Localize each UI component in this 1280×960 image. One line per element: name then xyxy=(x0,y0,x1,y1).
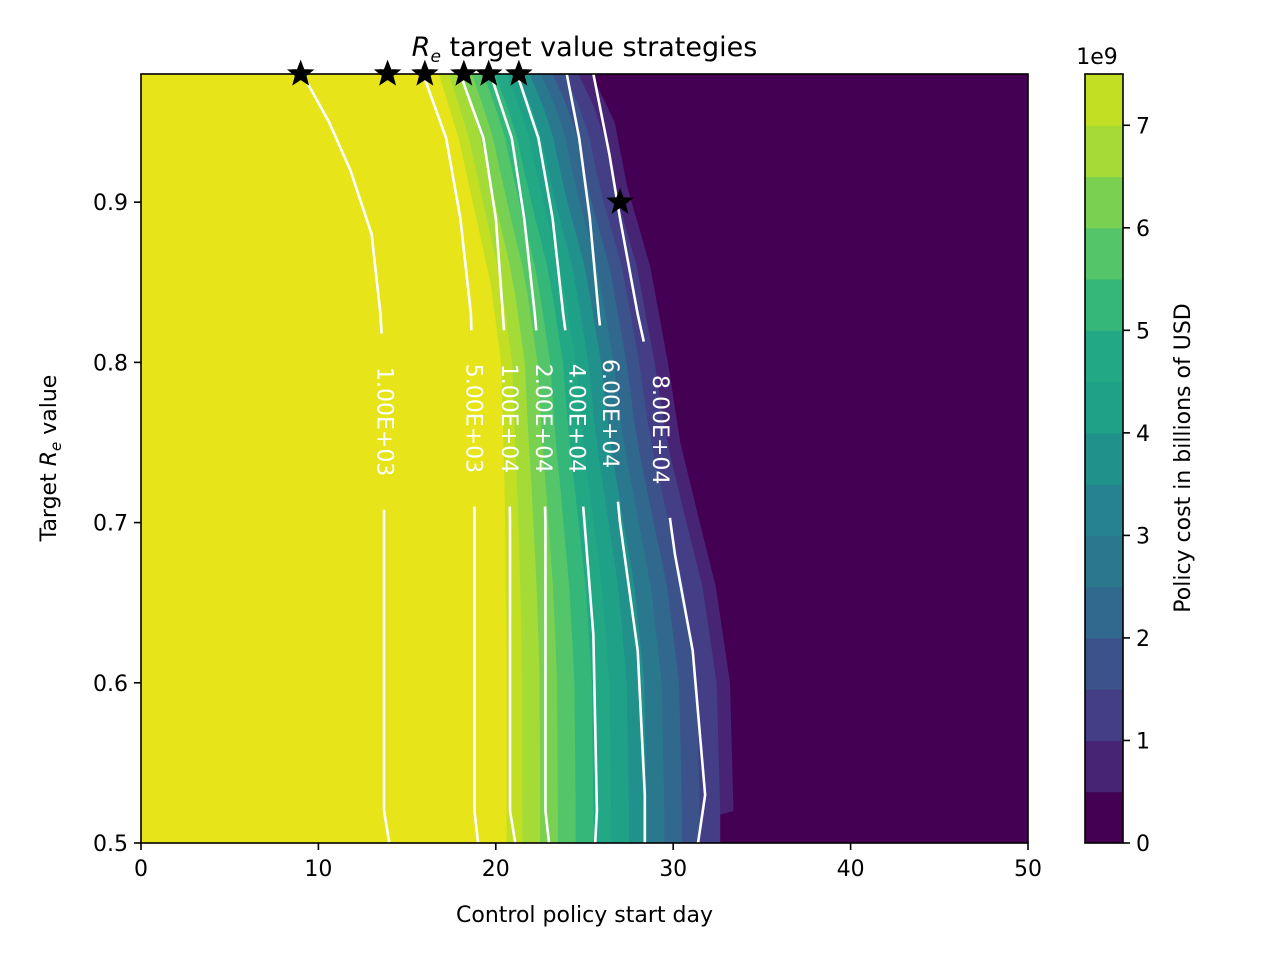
colorbar-band xyxy=(1085,740,1123,793)
transition-band xyxy=(460,74,561,843)
colorbar-band xyxy=(1085,279,1123,331)
transition-band xyxy=(517,74,650,843)
transition-band xyxy=(494,74,614,843)
contour-line xyxy=(543,506,551,843)
colorbar-frame xyxy=(1084,73,1124,844)
colorbar-band xyxy=(1085,586,1123,639)
transition-band xyxy=(552,74,703,843)
y-tick-label: 0.9 xyxy=(93,191,128,216)
contour-label: 1.00E+04 xyxy=(496,364,521,473)
colorbar-offset-text: 1e9 xyxy=(1076,45,1118,70)
colorbar-band xyxy=(1085,330,1123,383)
colorbar-tick-label: 3 xyxy=(1136,524,1150,549)
x-tick-label: 30 xyxy=(659,857,687,882)
contour-lines xyxy=(301,74,707,843)
chart-title: Re target value strategies xyxy=(412,32,758,67)
contour-line xyxy=(489,74,538,331)
high-cost-region xyxy=(141,74,507,843)
star-marker xyxy=(505,59,533,86)
colorbar-band xyxy=(1085,689,1123,741)
colorbar-band xyxy=(1085,176,1123,229)
colorbar-band xyxy=(1085,227,1123,280)
y-tick-label: 0.7 xyxy=(93,512,128,537)
contour-label: 4.00E+04 xyxy=(563,364,588,473)
colorbar-tick-label: 0 xyxy=(1136,832,1150,857)
transition-band xyxy=(564,74,721,843)
star-marker xyxy=(286,59,315,86)
y-tick-label: 0.6 xyxy=(93,672,128,697)
colorbar-tick-label: 4 xyxy=(1136,422,1150,447)
star-marker xyxy=(450,59,478,86)
contour-line xyxy=(508,506,517,843)
x-tick-label: 10 xyxy=(304,857,332,882)
y-axis-label: Target Re value xyxy=(37,375,65,543)
contour-line xyxy=(592,74,646,342)
x-axis-label: Control policy start day xyxy=(456,903,713,928)
contour-label: 1.00E+03 xyxy=(372,367,397,476)
transition-band xyxy=(529,74,667,843)
x-tick-label: 20 xyxy=(482,857,510,882)
colorbar-label: Policy cost in billions of USD xyxy=(1171,303,1196,612)
contour-line xyxy=(565,74,602,326)
contour-line xyxy=(472,506,480,843)
colorbar-band xyxy=(1085,484,1123,536)
star-marker xyxy=(474,59,503,86)
y-axis: 0.5 0.6 0.7 0.8 0.9 xyxy=(93,191,141,857)
x-tick-label: 0 xyxy=(134,857,148,882)
colorbar-band xyxy=(1085,381,1123,434)
x-tick-label: 40 xyxy=(837,857,865,882)
contour-line xyxy=(382,509,391,843)
colorbar-band xyxy=(1085,791,1123,844)
colorbar-tick-label: 5 xyxy=(1136,319,1150,344)
contour-label: 2.00E+04 xyxy=(530,364,555,473)
colorbar-bands xyxy=(1085,74,1123,844)
y-tick-label: 0.5 xyxy=(93,832,128,857)
contour-line xyxy=(616,501,647,843)
colorbar-band xyxy=(1085,535,1123,588)
contour-line xyxy=(421,74,473,331)
star-marker xyxy=(411,59,439,86)
contour-line xyxy=(515,74,567,331)
transition-band xyxy=(506,74,632,843)
colorbar-tick-label: 1 xyxy=(1136,729,1150,754)
contour-line xyxy=(668,517,707,843)
x-tick-label: 50 xyxy=(1014,857,1042,882)
transition-band xyxy=(541,74,685,843)
colorbar-ticks: 0 1 2 3 4 5 6 7 xyxy=(1123,114,1150,857)
colorbar-tick-label: 6 xyxy=(1136,217,1150,242)
contour-line xyxy=(301,74,383,334)
plot-area xyxy=(141,74,1028,843)
contour-labels: 1.00E+03 5.00E+03 1.00E+04 2.00E+04 4.00E+04… xyxy=(372,359,672,484)
star-marker xyxy=(606,187,634,214)
colorbar-band xyxy=(1085,432,1123,485)
contour-label: 8.00E+04 xyxy=(647,375,672,484)
transition-band xyxy=(437,74,526,843)
colorbar: 0 1 2 3 4 5 6 7 1e9 Policy cost in billions of … xyxy=(1076,45,1196,857)
optimal-markers xyxy=(286,59,634,214)
contour-line xyxy=(581,506,599,843)
colorbar-band xyxy=(1085,74,1123,126)
colorbar-tick-label: 7 xyxy=(1136,114,1150,139)
colorbar-tick-label: 2 xyxy=(1136,627,1150,652)
x-axis: 0 10 20 30 40 50 xyxy=(134,843,1042,882)
contour-line xyxy=(459,74,506,331)
colorbar-band xyxy=(1085,125,1123,178)
colorbar-band xyxy=(1085,637,1123,690)
contour-label: 5.00E+03 xyxy=(461,364,486,473)
star-marker xyxy=(373,59,402,86)
y-tick-label: 0.8 xyxy=(93,351,128,376)
plot-frame xyxy=(140,73,1029,844)
contour-label: 6.00E+04 xyxy=(597,359,622,468)
